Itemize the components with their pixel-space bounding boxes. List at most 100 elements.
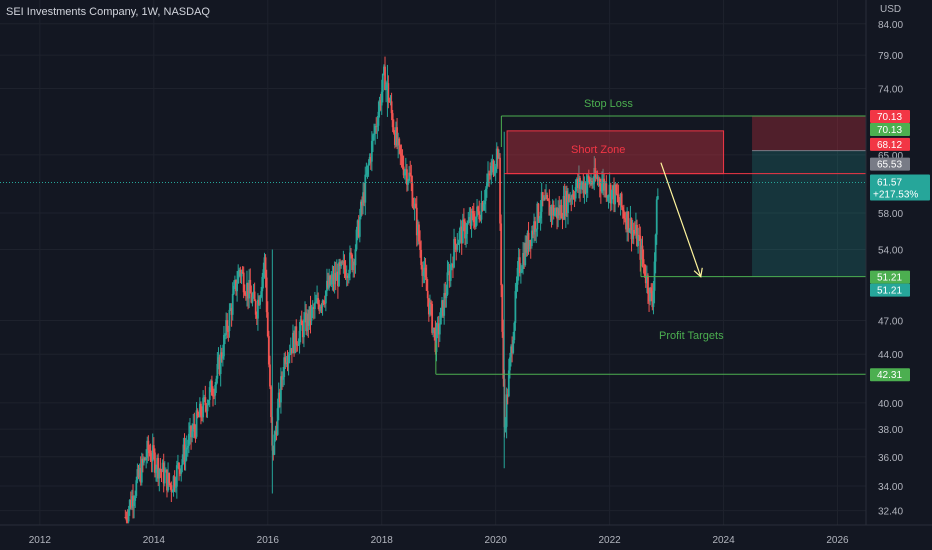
candle-body: [210, 380, 213, 396]
price-label-bg: [870, 122, 910, 136]
candle-body: [547, 198, 550, 201]
candle-body: [456, 244, 459, 250]
candle-body: [572, 194, 575, 198]
price-label-bg: [870, 283, 910, 297]
candle-body: [596, 177, 599, 181]
candle-body: [507, 370, 510, 397]
candle-body: [248, 279, 251, 299]
candle-body: [167, 473, 169, 491]
candle-body: [374, 126, 377, 134]
candle-body: [383, 66, 385, 74]
candle-body: [224, 334, 226, 336]
y-tick-label: 65.00: [878, 151, 903, 162]
candle-body: [134, 495, 137, 501]
candle-body: [205, 405, 208, 412]
candle-body: [587, 175, 590, 179]
candle-body: [438, 324, 441, 335]
candle-body: [656, 195, 659, 200]
candle-body: [645, 275, 648, 284]
candle-body: [150, 460, 153, 462]
candle-body: [138, 468, 141, 477]
profit-targets-label: Profit Targets: [659, 330, 724, 342]
candle-body: [333, 272, 336, 285]
candle-body: [263, 257, 266, 270]
candle-body: [539, 211, 542, 219]
candle-body: [280, 376, 282, 403]
candle-body: [377, 111, 380, 126]
candle-body: [641, 245, 644, 260]
candle-body: [250, 293, 253, 303]
candle-body: [504, 426, 507, 428]
candle-body: [609, 184, 612, 204]
short-zone-box: [506, 130, 725, 175]
candle-body: [478, 211, 481, 220]
candle-body: [264, 257, 267, 278]
candle-body: [455, 244, 458, 250]
candle-body: [272, 445, 275, 455]
candle-body: [408, 172, 411, 181]
candle-body: [189, 426, 191, 434]
candle-body: [579, 177, 581, 190]
candle-body: [242, 272, 245, 293]
candle-body: [216, 363, 219, 379]
candle-body: [322, 300, 325, 304]
candle-body: [226, 320, 229, 331]
candle-body: [552, 204, 555, 216]
candle-body: [164, 469, 167, 473]
candle-body: [160, 470, 163, 472]
candle-body: [491, 160, 494, 166]
candle-body: [363, 192, 366, 203]
candle-body: [422, 271, 425, 276]
candle-body: [482, 204, 485, 211]
candle-body: [303, 319, 305, 338]
price-label: 51.21: [877, 273, 902, 284]
candle-body: [559, 205, 562, 216]
candle-body: [415, 207, 418, 236]
candle-body: [514, 291, 517, 323]
candle-body: [284, 357, 287, 365]
candle-body: [385, 84, 388, 90]
candle-body: [519, 272, 522, 274]
candle-body: [152, 445, 155, 453]
candle-body: [632, 230, 635, 232]
candle-body: [128, 500, 131, 510]
candle-body: [208, 387, 211, 401]
candle-body: [196, 410, 199, 416]
candle-body: [254, 300, 257, 315]
candle-body: [529, 240, 532, 247]
candle-body: [146, 440, 149, 458]
candle-body: [493, 171, 496, 175]
candle-body: [221, 356, 224, 359]
candle-body: [135, 480, 138, 496]
candle-body: [535, 229, 538, 232]
candle-body: [625, 219, 627, 230]
x-tick-label: 2012: [29, 535, 52, 546]
candle-body: [511, 346, 514, 353]
candle-body: [225, 320, 228, 335]
candle-body: [237, 271, 240, 284]
candle-body: [442, 300, 444, 316]
candle-body: [607, 196, 610, 198]
candle-body: [351, 254, 354, 271]
candle-body: [530, 230, 533, 247]
candle-body: [420, 249, 423, 266]
candle-body: [608, 184, 611, 197]
candle-body: [603, 178, 606, 191]
candle-body: [354, 249, 357, 266]
candle-body: [247, 282, 249, 299]
candle-body: [155, 469, 157, 473]
candle-body: [540, 192, 543, 212]
candle-body: [458, 231, 461, 243]
candle-body: [258, 299, 260, 305]
candle-body: [441, 300, 443, 308]
candle-body: [283, 357, 286, 378]
candle-body: [360, 201, 362, 217]
candle-body: [541, 192, 544, 201]
y-tick-label: 36.00: [878, 453, 903, 464]
candle-body: [157, 457, 160, 479]
candle-body: [510, 346, 512, 358]
candle-body: [129, 500, 132, 508]
candle-body: [460, 226, 463, 244]
candle-body: [161, 462, 164, 472]
